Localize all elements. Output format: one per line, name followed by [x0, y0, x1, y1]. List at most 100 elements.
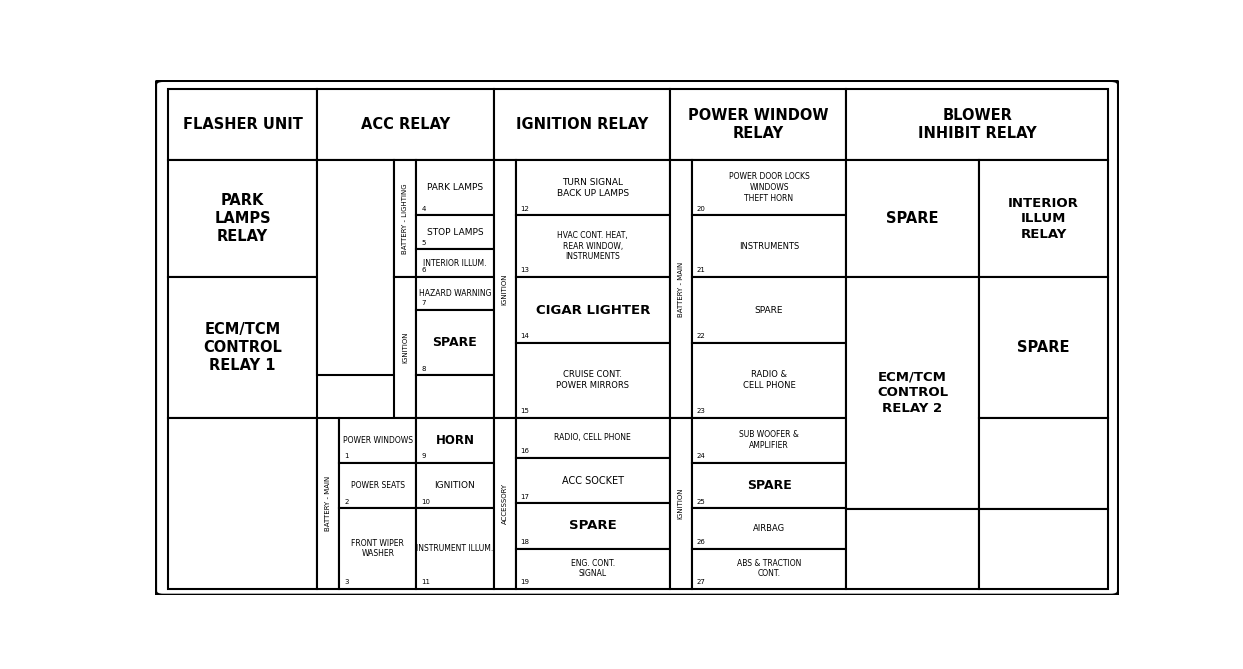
Bar	[394, 277, 416, 417]
Bar	[692, 463, 846, 508]
Text: FLASHER UNIT: FLASHER UNIT	[183, 117, 302, 132]
Bar	[692, 508, 846, 549]
Bar	[516, 215, 670, 277]
Bar	[670, 417, 692, 589]
Text: RADIO, CELL PHONE: RADIO, CELL PHONE	[554, 434, 631, 442]
Text: BATTERY - MAIN: BATTERY - MAIN	[326, 476, 332, 531]
Text: SPARE: SPARE	[747, 479, 792, 492]
Bar	[692, 343, 846, 417]
Text: 15: 15	[521, 408, 530, 414]
Text: 6: 6	[421, 268, 426, 274]
Text: ECM/TCM
CONTROL
RELAY 2: ECM/TCM CONTROL RELAY 2	[878, 371, 948, 415]
Text: PARK
LAMPS
RELAY: PARK LAMPS RELAY	[214, 193, 271, 244]
Text: PARK LAMPS: PARK LAMPS	[426, 183, 484, 192]
Bar	[317, 89, 493, 160]
Bar	[416, 375, 493, 417]
Bar	[846, 160, 979, 277]
Text: 10: 10	[421, 499, 430, 504]
Text: 24: 24	[697, 454, 706, 460]
Bar	[979, 417, 1108, 509]
Bar	[168, 89, 317, 160]
Bar	[692, 160, 846, 215]
Text: AIRBAG: AIRBAG	[753, 524, 786, 533]
Text: SPARE: SPARE	[755, 306, 783, 314]
Text: BATTERY - MAIN: BATTERY - MAIN	[677, 262, 684, 316]
Bar	[516, 277, 670, 343]
Text: 19: 19	[521, 579, 530, 585]
Text: INSTRUMENT ILLUM.: INSTRUMENT ILLUM.	[416, 544, 493, 553]
Bar	[692, 215, 846, 277]
Bar	[493, 89, 670, 160]
FancyBboxPatch shape	[155, 80, 1119, 595]
Text: ACC RELAY: ACC RELAY	[360, 117, 450, 132]
Text: TURN SIGNAL
BACK UP LAMPS: TURN SIGNAL BACK UP LAMPS	[557, 178, 629, 197]
Text: STOP LAMPS: STOP LAMPS	[426, 227, 484, 237]
Text: CIGAR LIGHTER: CIGAR LIGHTER	[536, 304, 650, 316]
Text: BATTERY - LIGHTING: BATTERY - LIGHTING	[403, 183, 409, 254]
Text: 2: 2	[344, 499, 348, 504]
Text: 7: 7	[421, 300, 426, 306]
Text: ENG. CONT.
SIGNAL: ENG. CONT. SIGNAL	[571, 559, 615, 579]
Text: 1: 1	[344, 454, 349, 460]
Text: IGNITION RELAY: IGNITION RELAY	[516, 117, 648, 132]
Text: POWER WINDOW
RELAY: POWER WINDOW RELAY	[687, 108, 828, 141]
Text: 3: 3	[344, 579, 349, 585]
Text: SUB WOOFER &
AMPLIFIER: SUB WOOFER & AMPLIFIER	[740, 430, 799, 450]
Text: RADIO &
CELL PHONE: RADIO & CELL PHONE	[742, 371, 796, 390]
Text: 16: 16	[521, 448, 530, 454]
Text: IGNITION: IGNITION	[403, 332, 409, 363]
Text: 25: 25	[697, 499, 706, 504]
Text: HORN: HORN	[435, 434, 475, 447]
Text: IGNITION: IGNITION	[677, 488, 684, 519]
Text: 9: 9	[421, 454, 426, 460]
Bar	[516, 503, 670, 549]
Bar	[516, 458, 670, 503]
Text: 23: 23	[697, 408, 706, 414]
Text: SPARE: SPARE	[886, 211, 938, 226]
Text: 26: 26	[697, 539, 706, 545]
Bar	[493, 160, 516, 417]
Bar	[168, 277, 317, 417]
Text: SPARE: SPARE	[1017, 340, 1070, 355]
Bar	[317, 417, 339, 589]
Bar	[339, 463, 416, 508]
Text: 18: 18	[521, 539, 530, 545]
Text: 20: 20	[697, 205, 706, 211]
Text: POWER DOOR LOCKS
WINDOWS
THEFT HORN: POWER DOOR LOCKS WINDOWS THEFT HORN	[728, 173, 809, 203]
Bar	[516, 160, 670, 215]
Text: 14: 14	[521, 333, 530, 339]
Text: ACC SOCKET: ACC SOCKET	[562, 476, 624, 486]
Bar	[670, 89, 846, 160]
Text: FRONT WIPER
WASHER: FRONT WIPER WASHER	[352, 539, 404, 559]
Text: BLOWER
INHIBIT RELAY: BLOWER INHIBIT RELAY	[917, 108, 1037, 141]
Text: 17: 17	[521, 494, 530, 500]
Text: SPARE: SPARE	[569, 519, 617, 533]
Bar	[692, 277, 846, 343]
Bar	[692, 417, 846, 463]
Text: IGNITION: IGNITION	[435, 481, 475, 490]
Bar	[416, 463, 493, 508]
Bar	[317, 160, 394, 375]
Text: POWER SEATS: POWER SEATS	[351, 481, 405, 490]
Text: HVAC CONT. HEAT,
REAR WINDOW,
INSTRUMENTS: HVAC CONT. HEAT, REAR WINDOW, INSTRUMENT…	[557, 231, 628, 262]
Text: ABS & TRACTION
CONT.: ABS & TRACTION CONT.	[737, 559, 802, 579]
Bar	[339, 417, 416, 463]
Text: 21: 21	[697, 268, 706, 274]
Bar	[416, 277, 493, 310]
Bar	[516, 549, 670, 589]
Bar	[416, 160, 493, 215]
Bar	[394, 160, 416, 277]
Bar	[692, 549, 846, 589]
Bar	[416, 310, 493, 375]
Text: 11: 11	[421, 579, 430, 585]
Text: 12: 12	[521, 205, 530, 211]
Text: CRUISE CONT.
POWER MIRRORS: CRUISE CONT. POWER MIRRORS	[556, 371, 629, 390]
Bar	[493, 417, 516, 589]
Text: INTERIOR
ILLUM
RELAY: INTERIOR ILLUM RELAY	[1008, 197, 1079, 241]
Text: IGNITION: IGNITION	[502, 273, 507, 304]
Text: 4: 4	[421, 205, 425, 211]
Text: 27: 27	[697, 579, 706, 585]
Bar	[670, 160, 692, 417]
Text: SPARE: SPARE	[433, 336, 477, 349]
Bar	[339, 508, 416, 589]
